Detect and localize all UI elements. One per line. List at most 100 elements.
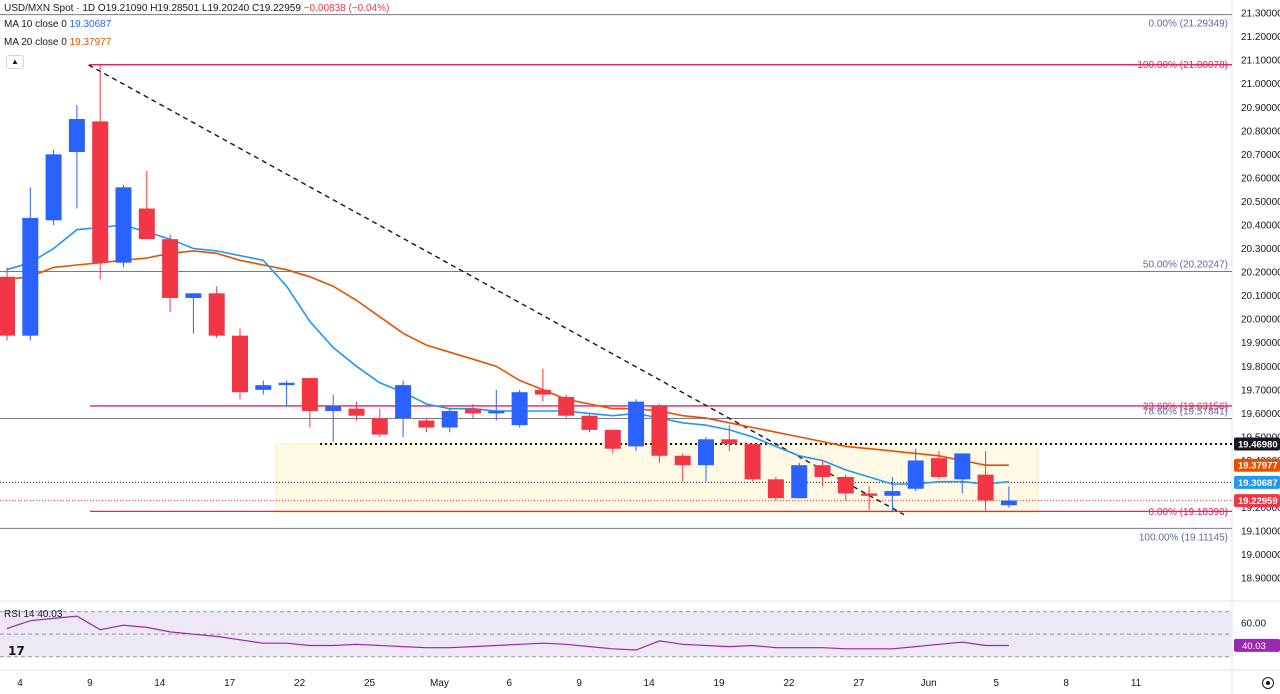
candle-body	[371, 418, 388, 435]
time-tick-label: Jun	[921, 678, 937, 689]
price-tick-label: 20.90000	[1241, 103, 1280, 114]
price-axis: 21.30000 21.20000 21.10000 21.00000 20.90000…	[1234, 9, 1280, 585]
candle-body	[1000, 500, 1017, 506]
ohlc-legend: USD/MXN Spot · 1D O19.21090 H19.28501 L1…	[4, 2, 389, 15]
candle-body	[511, 392, 528, 426]
candle-body	[162, 239, 179, 298]
candle-body	[534, 389, 551, 395]
candle-body	[92, 121, 109, 263]
rsi-label: RSI 14	[4, 609, 35, 620]
fib-label-primary: 100.00% (21.08078)	[1137, 60, 1228, 71]
candle-body	[208, 293, 225, 336]
price-tick-label: 19.10000	[1241, 527, 1280, 538]
candle-body	[674, 455, 691, 466]
fib-label-primary: 0.00% (19.18390)	[1148, 507, 1228, 518]
change-value: −0.00838 (−0.04%)	[303, 3, 390, 14]
high-value: H19.28501	[150, 3, 200, 14]
time-tick-label: 14	[644, 678, 656, 689]
price-tick-label: 20.80000	[1241, 126, 1280, 137]
rsi-legend[interactable]: RSI 14 40.03	[4, 608, 62, 621]
open-value: O19.21090	[97, 3, 148, 14]
candle-body	[115, 187, 132, 263]
price-tick-label: 19.70000	[1241, 385, 1280, 396]
price-tick-label: 19.20000	[1241, 503, 1280, 514]
candle-body	[488, 411, 505, 414]
fib-label-secondary: 50.00% (20.20247)	[1143, 260, 1228, 271]
time-tick-label: 9	[576, 678, 582, 689]
fib-label-secondary: 100.00% (19.11145)	[1139, 532, 1228, 543]
candle-body	[255, 385, 272, 390]
symbol-title[interactable]: USD/MXN Spot · 1D	[4, 3, 96, 14]
candle-body	[22, 217, 39, 336]
candle-body	[348, 408, 365, 416]
time-tick-label: May	[430, 678, 449, 689]
price-tick-label: 19.80000	[1241, 362, 1280, 373]
downtrend-dashed-line	[88, 64, 905, 516]
candle-body	[931, 458, 947, 477]
price-tag-label: 19.30687	[1238, 478, 1278, 489]
rsi-value: 40.03	[37, 609, 63, 620]
fib-label-primary: 23.60% (19.63156)	[1143, 401, 1228, 412]
price-tick-label: 20.20000	[1241, 268, 1280, 279]
time-tick-label: 11	[1131, 678, 1142, 689]
candle-body	[651, 406, 668, 456]
ma20-legend[interactable]: MA 20 close 0 19.37977	[4, 36, 111, 49]
time-tick-label: 27	[853, 678, 865, 689]
candle-body	[954, 453, 971, 480]
candle-body	[861, 493, 878, 496]
candle-body	[791, 465, 808, 499]
candle-body	[604, 429, 621, 449]
settings-gear-icon[interactable]	[1262, 677, 1274, 689]
candle-body	[418, 420, 435, 428]
candle-body	[325, 406, 342, 412]
trendline	[88, 64, 905, 516]
time-tick-label: 5	[993, 678, 999, 689]
rsi-pane: 60.00 40.03	[0, 611, 1280, 658]
time-tick-label: 14	[154, 678, 166, 689]
candle-body	[744, 444, 761, 480]
time-axis: 4 9 14 17 22 25 May 6 9 14 19 22 27 Jun 5 8 11	[17, 678, 1141, 689]
candle-body	[395, 385, 412, 419]
price-tag-label: 19.46980	[1238, 440, 1278, 451]
price-tick-label: 21.10000	[1241, 56, 1280, 67]
candle-body	[138, 208, 155, 240]
low-value: L19.20240	[201, 3, 250, 14]
rsi-tag-label: 40.03	[1242, 641, 1266, 652]
price-tick-label: 21.30000	[1241, 9, 1280, 20]
tradingview-logo-icon[interactable]: 17	[8, 644, 25, 658]
price-tag-bg	[1234, 494, 1280, 508]
candles	[0, 64, 1017, 513]
candle-body	[698, 439, 714, 466]
candle-body	[232, 335, 248, 393]
price-tag-label: 19.22959	[1238, 496, 1278, 507]
time-tick-label: 22	[294, 678, 306, 689]
time-tick-label: 9	[87, 678, 93, 689]
time-tick-label: 22	[783, 678, 795, 689]
price-tag-bg	[1234, 458, 1280, 472]
price-tag-label: 19.37977	[1238, 461, 1278, 472]
candle-body	[0, 276, 15, 336]
price-tick-label: 19.60000	[1241, 409, 1280, 420]
time-tick-label: 8	[1063, 678, 1069, 689]
time-tick-label: 19	[713, 678, 725, 689]
rsi-tick-label: 60.00	[1241, 618, 1266, 629]
ma10-label: MA 10 close 0	[4, 19, 67, 30]
candle-body	[45, 154, 62, 221]
candle-body	[278, 382, 295, 386]
price-tick-label: 21.00000	[1241, 79, 1280, 90]
time-tick-label: 17	[224, 678, 236, 689]
price-tag-bg	[1234, 475, 1280, 489]
ma10-legend[interactable]: MA 10 close 0 19.30687	[4, 18, 111, 31]
ma10-value: 19.30687	[69, 19, 112, 30]
rsi-line	[6, 615, 1009, 651]
price-tick-label: 20.60000	[1241, 173, 1280, 184]
ma20-value: 19.37977	[69, 37, 112, 48]
close-value: C19.22959	[251, 3, 301, 14]
price-tick-label: 18.90000	[1241, 574, 1280, 585]
price-tick-label: 20.70000	[1241, 150, 1280, 161]
price-tag-bg	[1234, 437, 1280, 451]
collapse-legend-button[interactable]: ▲	[6, 55, 24, 69]
fibonacci-levels: 100.00% (21.08078) 23.60% (19.63156) 0.00%…	[0, 14, 1232, 543]
price-tick-label: 19.00000	[1241, 550, 1280, 561]
